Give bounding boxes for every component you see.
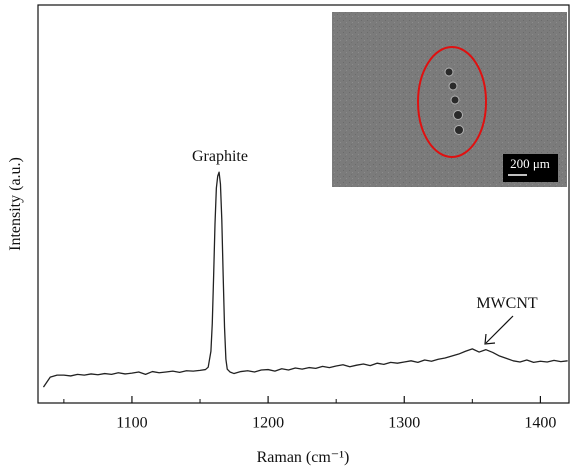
page: {"chart_data": { "type": "line", "x_labe…	[0, 0, 579, 471]
y-axis-label: Intensity (a.u.)	[7, 157, 24, 251]
annotation: Graphite	[192, 148, 248, 165]
x-tick-label: 1400	[524, 414, 556, 431]
sem-inset: 200 μm	[332, 12, 567, 187]
x-tick-label: 1100	[116, 414, 147, 431]
annotation: MWCNT	[476, 295, 538, 312]
chart: Raman (cm⁻¹) Intensity (a.u.) Graphite M…	[0, 0, 579, 471]
x-tick-label: 1300	[388, 414, 420, 431]
x-axis-label: Raman (cm⁻¹)	[257, 449, 350, 466]
x-tick-label: 1200	[252, 414, 284, 431]
inset-scale-label: 200 μm	[510, 156, 550, 171]
